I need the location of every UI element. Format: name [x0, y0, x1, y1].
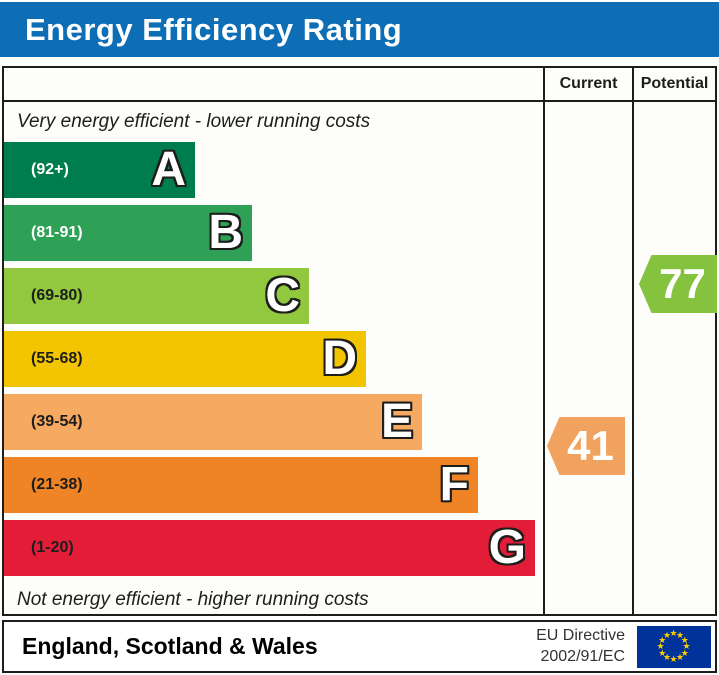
band-letter: B — [208, 206, 243, 259]
footer-bar: England, Scotland & Wales EU Directive 2… — [2, 620, 717, 673]
potential-rating-tag: 77 — [639, 255, 717, 313]
header-spacer-cell — [4, 68, 543, 102]
band-letter: D — [322, 332, 357, 385]
eu-flag-star: ★ — [663, 652, 672, 663]
current-column-header: Current — [543, 68, 632, 102]
current-column: 41 — [543, 102, 632, 614]
band-range-label: (21-38) — [31, 476, 83, 493]
band-range-label: (81-91) — [31, 224, 83, 241]
band-row-c: (69-80) C — [4, 268, 309, 324]
region-label: England, Scotland & Wales — [22, 633, 318, 659]
eu-flag-star: ★ — [669, 654, 678, 664]
band-row-e: (39-54) E — [4, 394, 422, 450]
current-rating-value: 41 — [567, 422, 614, 469]
eu-flag-star: ★ — [676, 652, 685, 663]
band-letter: A — [151, 143, 186, 196]
current-rating-tag: 41 — [547, 417, 625, 475]
rating-table: Current Potential Very energy efficient … — [2, 66, 717, 616]
page-title: Energy Efficiency Rating — [0, 2, 719, 57]
band-range-label: (69-80) — [31, 287, 83, 304]
band-letter: F — [439, 458, 469, 511]
band-range-label: (92+) — [31, 161, 69, 178]
band-letter: E — [380, 395, 413, 448]
eu-flag-star: ★ — [680, 647, 689, 658]
top-note: Very energy efficient - lower running co… — [17, 111, 371, 132]
eu-flag-star: ★ — [680, 634, 689, 645]
band-chart-area: Very energy efficient - lower running co… — [4, 102, 543, 614]
eu-directive-line1: EU Directive — [536, 626, 625, 644]
band-range-label: (1-20) — [31, 539, 74, 556]
band-letter: C — [265, 269, 300, 322]
band-row-f: (21-38) F — [4, 457, 478, 513]
eu-flag-icon: ★ ★ ★ ★ ★ ★ ★ ★ ★ ★ ★ ★ — [637, 625, 711, 668]
potential-column: 77 — [632, 102, 717, 614]
band-range-label: (39-54) — [31, 413, 83, 430]
band-range-label: (55-68) — [31, 350, 83, 367]
eu-flag-star: ★ — [663, 629, 672, 640]
band-row-a: (92+) A — [4, 142, 195, 198]
eu-flag-star: ★ — [656, 641, 665, 651]
eu-flag-star: ★ — [682, 641, 691, 651]
eu-flag-star: ★ — [676, 629, 685, 640]
potential-rating-value: 77 — [659, 260, 706, 307]
band-row-d: (55-68) D — [4, 331, 366, 387]
band-row-g: (1-20) G — [4, 520, 535, 576]
eu-flag-star: ★ — [658, 634, 667, 645]
potential-column-header: Potential — [632, 68, 715, 102]
band-row-b: (81-91) B — [4, 205, 252, 261]
eu-flag-star: ★ — [669, 628, 678, 638]
eu-directive-label: EU Directive 2002/91/EC — [536, 626, 625, 668]
bottom-note: Not energy efficient - higher running co… — [17, 589, 369, 610]
band-list: (92+) A (81-91) B (69-80) C (55-68) D (39-54) E (2… — [4, 142, 543, 576]
eu-flag-star: ★ — [658, 647, 667, 658]
eu-directive-line2: 2002/91/EC — [540, 647, 625, 665]
band-letter: G — [488, 521, 526, 574]
